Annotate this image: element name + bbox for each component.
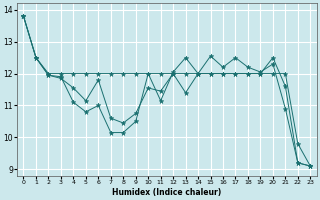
- X-axis label: Humidex (Indice chaleur): Humidex (Indice chaleur): [112, 188, 221, 197]
